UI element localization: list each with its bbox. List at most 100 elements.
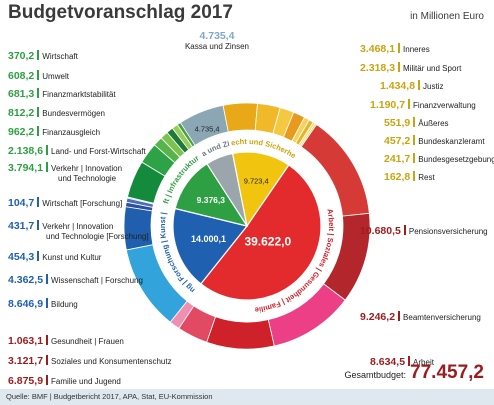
source-footer: Quelle: BMF | Budgetbericht 2017, APA, S… xyxy=(0,389,494,405)
label-value: 241,7 xyxy=(384,153,411,165)
label-value: 1.063,1 xyxy=(8,335,44,347)
label-divider xyxy=(403,225,406,235)
label-text: Finanzausgleich xyxy=(42,128,101,137)
label-bildung: 8.646,9 Bildung xyxy=(8,298,78,310)
label-divider xyxy=(37,107,40,117)
label-aeusseres: 551,9 Äußeres xyxy=(384,117,449,129)
label-value: 454,3 xyxy=(8,251,35,263)
label-finanzausgleich: 962,2 Finanzausgleich xyxy=(8,126,100,138)
label-justiz: 1.434,8 Justiz xyxy=(380,80,444,92)
label-value: 4.735,4 xyxy=(199,30,235,42)
label-text: Bundeskanzleramt xyxy=(418,137,485,146)
label-text: Bildung xyxy=(51,300,78,309)
label-text: Familie und Jugend xyxy=(51,377,121,386)
label-text: Finanzmarktstabilität xyxy=(42,90,116,99)
label-land-und-forst-wirtschaft: 2.138,6 Land- und Forst-Wirtschaft xyxy=(8,145,146,157)
label-beamtenversicherung: 9.246,2 Beamtenversicherung xyxy=(360,311,481,323)
inner-value-wirtschaft-infrastruktur-umwelt: 9.376,3 xyxy=(197,195,226,205)
label-value: 962,2 xyxy=(8,126,35,138)
label-divider xyxy=(413,153,416,163)
label-divider xyxy=(37,70,40,80)
label-bundesvermoegen: 812,2 Bundesvermögen xyxy=(8,107,105,119)
label-value: 4.362,5 xyxy=(8,274,44,286)
label-text: Wissenschaft | Forschung xyxy=(51,276,143,285)
label-bundesgesetzgebung: 241,7 Bundesgesetzgebung xyxy=(384,153,494,165)
label-divider xyxy=(37,88,40,98)
label-value: 8.634,5 xyxy=(370,356,406,368)
label-divider xyxy=(413,171,416,181)
inner-value-bildung-forschung-kunst-kultur: 14.000,1 xyxy=(191,234,226,244)
label-divider xyxy=(46,298,49,308)
page-title: Budgetvoranschlag 2017 xyxy=(8,2,233,23)
label-value: 8.646,9 xyxy=(8,298,44,310)
total-value: 77.457,2 xyxy=(410,362,484,383)
label-verkehr-innovation-und-technologie: 3.794,1 Verkehr | Innovation und Technolog… xyxy=(8,162,122,183)
label-divider xyxy=(398,62,401,72)
label-divider xyxy=(398,311,401,321)
label-value: 431,7 xyxy=(8,220,35,232)
label-divider xyxy=(46,375,49,385)
label-text: Finanzverwaltung xyxy=(413,101,476,110)
label-bundeskanzleramt: 457,2 Bundeskanzleramt xyxy=(384,135,485,147)
label-divider xyxy=(46,145,49,155)
label-value: 812,2 xyxy=(8,107,35,119)
label-divider xyxy=(408,99,411,109)
label-divider xyxy=(46,274,49,284)
label-gesundheit-frauen: 1.063,1 Gesundheit | Frauen xyxy=(8,335,124,347)
label-value: 1.190,7 xyxy=(370,99,406,111)
label-arbeit: 8.634,5 Arbeit xyxy=(370,356,434,368)
label-text: Rest xyxy=(418,173,435,182)
label-text: und Technologie xyxy=(58,173,117,183)
label-text: Bundesgesetzgebung xyxy=(418,155,494,164)
label-umwelt: 608,2 Umwelt xyxy=(8,70,69,82)
label-value: 3.794,1 xyxy=(8,162,44,174)
label-wirtschaft: 370,2 Wirtschaft xyxy=(8,50,78,62)
label-divider xyxy=(413,135,416,145)
label-divider xyxy=(37,220,40,230)
label-value: 3.121,7 xyxy=(8,355,44,367)
label-text: Arbeit xyxy=(413,358,434,367)
label-familie-und-jugend: 6.875,9 Familie und Jugend xyxy=(8,375,121,387)
label-text: Inneres xyxy=(403,45,430,54)
segment-inneres xyxy=(222,102,258,133)
label-verkehr-innovation-und-technologie-forschung: 431,7 Verkehr | Innovation und Technologie… xyxy=(8,220,149,241)
label-text: Wirtschaft xyxy=(42,52,78,61)
label-divider xyxy=(398,43,401,53)
label-divider xyxy=(46,335,49,345)
label-value: 370,2 xyxy=(8,50,35,62)
label-value: 162,8 xyxy=(384,171,411,183)
label-value: 681,3 xyxy=(8,88,35,100)
total-budget: Gesamtbudget: 77.457,2 xyxy=(344,362,484,384)
label-divider xyxy=(37,197,40,207)
label-value: 2.318,3 xyxy=(360,62,396,74)
label-text: Beamtenversicherung xyxy=(403,313,481,322)
label-finanzverwaltung: 1.190,7 Finanzverwaltung xyxy=(370,99,476,111)
label-text: Verkehr | Innovation xyxy=(42,222,114,231)
label-value: 10.680,5 xyxy=(360,225,401,237)
label-value: 104,7 xyxy=(8,197,35,209)
label-value: 6.875,9 xyxy=(8,375,44,387)
label-value: 457,2 xyxy=(384,135,411,147)
label-finanzmarktstabilitaet: 681,3 Finanzmarktstabilität xyxy=(8,88,116,100)
label-wissenschaft-forschung: 4.362,5 Wissenschaft | Forschung xyxy=(8,274,143,286)
label-kassa-und-zinsen-top: 4.735,4 Kassa und Zinsen xyxy=(182,30,252,51)
label-text: Justiz xyxy=(423,82,444,91)
label-soziales-und-konsumentenschutz: 3.121,7 Soziales und Konsumentenschutz xyxy=(8,355,172,367)
label-text: Verkehr | Innovation xyxy=(51,164,123,173)
label-text: Umwelt xyxy=(42,72,69,81)
inner-slice-bildung-forschung-kunst-kultur xyxy=(172,207,249,285)
label-text: Soziales und Konsumentenschutz xyxy=(51,357,172,366)
label-divider xyxy=(37,251,40,261)
label-text: Wirtschaft [Forschung] xyxy=(42,199,123,208)
label-text: Kunst und Kultur xyxy=(42,253,102,262)
label-text: Kassa und Zinsen xyxy=(184,41,250,51)
label-value: 2.138,6 xyxy=(8,145,44,157)
label-divider xyxy=(413,117,416,127)
label-divider xyxy=(37,50,40,60)
label-text: Gesundheit | Frauen xyxy=(51,337,124,346)
unit-label: in Millionen Euro xyxy=(410,11,484,22)
label-text: Land- und Forst-Wirtschaft xyxy=(51,147,146,156)
total-label: Gesamtbudget: xyxy=(344,370,407,380)
